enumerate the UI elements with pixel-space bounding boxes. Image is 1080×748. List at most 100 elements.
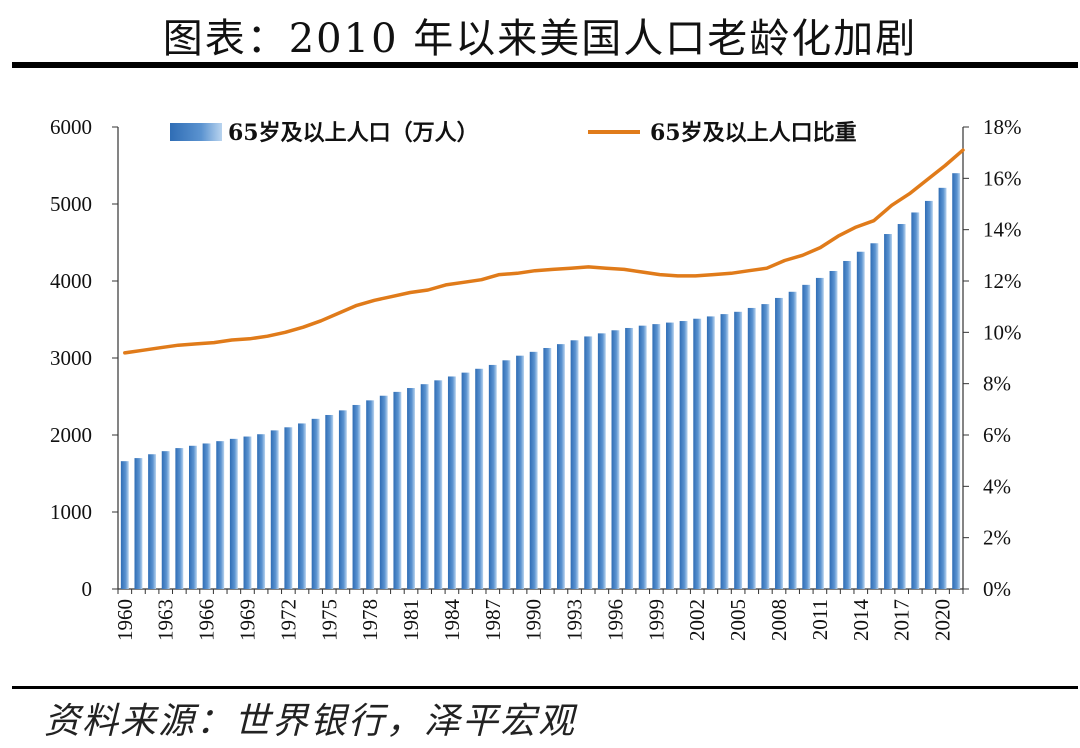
x-tick-label: 2017 — [890, 599, 914, 641]
y-right-tick-label: 0% — [983, 577, 1011, 601]
bar-2014 — [856, 251, 865, 590]
bar-2021 — [952, 173, 961, 589]
bar-1983 — [434, 380, 443, 589]
x-tick-label: 1984 — [440, 599, 464, 642]
bar-2019 — [924, 200, 933, 590]
source-note: 资料来源：世界银行，泽平宏观 — [44, 701, 577, 742]
y-right-tick-label: 12% — [983, 269, 1022, 293]
bar-2009 — [788, 291, 797, 589]
y-left-tick-label: 3000 — [50, 346, 92, 370]
bar-1989 — [516, 355, 525, 589]
x-tick-label: 1999 — [644, 599, 668, 641]
bar-1986 — [475, 368, 484, 589]
bar-1962 — [148, 454, 157, 589]
bar-1978 — [366, 400, 375, 589]
x-tick-label: 2020 — [931, 599, 955, 641]
bar-1995 — [597, 333, 606, 589]
bar-2005 — [734, 311, 743, 589]
bar-2011 — [815, 277, 824, 589]
bar-2002 — [693, 318, 702, 589]
bar-1974 — [311, 418, 320, 589]
y-right-tick-label: 18% — [983, 115, 1022, 139]
bar-2004 — [720, 314, 729, 589]
y-left-tick-label: 1000 — [50, 500, 92, 524]
bar-1982 — [420, 384, 429, 589]
bar-1961 — [134, 458, 143, 589]
y-left-tick-label: 5000 — [50, 192, 92, 216]
x-tick-label: 2008 — [767, 599, 791, 641]
bar-1969 — [243, 436, 252, 589]
y-right-tick-label: 10% — [983, 320, 1022, 344]
bar-1976 — [338, 410, 347, 589]
x-tick-label: 2005 — [726, 599, 750, 641]
x-tick-label: 1981 — [399, 599, 423, 641]
bar-1979 — [379, 395, 388, 589]
bar-1968 — [229, 438, 238, 589]
x-tick-label: 2011 — [808, 599, 832, 640]
bar-1980 — [393, 391, 402, 589]
legend-line-label: 65岁及以上人口比重 — [650, 120, 857, 146]
x-tick-label: 1990 — [522, 599, 546, 641]
x-tick-label: 1966 — [195, 599, 219, 641]
bar-1975 — [325, 414, 334, 589]
bar-2017 — [897, 224, 906, 589]
chart-title: 图表：2010 年以来美国人口老龄化加剧 — [162, 16, 918, 62]
bar-1970 — [257, 434, 266, 589]
bar-2016 — [884, 234, 892, 589]
bar-2007 — [761, 304, 770, 589]
y-left-tick-label: 4000 — [50, 269, 92, 293]
x-tick-label: 1987 — [481, 599, 505, 641]
bar-1993 — [570, 340, 579, 589]
bar-1964 — [175, 448, 184, 589]
x-tick-label: 1975 — [317, 599, 341, 641]
x-tick-label: 1978 — [358, 599, 382, 641]
bar-1996 — [611, 330, 620, 589]
bar-2015 — [870, 243, 879, 589]
bar-2012 — [829, 270, 838, 589]
y-right-tick-label: 2% — [983, 526, 1011, 550]
source-rule — [12, 686, 1078, 689]
bar-1987 — [488, 364, 497, 589]
y-left-tick-label: 0 — [82, 577, 93, 601]
bar-1991 — [543, 347, 552, 589]
legend-bar-swatch — [170, 123, 222, 141]
y-right-tick-label: 14% — [983, 218, 1022, 242]
bar-1990 — [529, 351, 538, 589]
bar-1981 — [407, 388, 415, 589]
y-right-tick-label: 6% — [983, 423, 1011, 447]
bar-1963 — [161, 451, 170, 589]
x-tick-label: 1969 — [235, 599, 259, 641]
bar-1960 — [120, 461, 129, 589]
bar-2020 — [938, 187, 947, 589]
bar-1988 — [502, 360, 511, 589]
bar-1971 — [270, 430, 279, 589]
x-tick-label: 1996 — [603, 599, 627, 641]
x-tick-label: 1972 — [276, 599, 300, 641]
x-tick-label: 2014 — [849, 599, 873, 642]
bar-1992 — [556, 344, 565, 589]
bar-2018 — [911, 212, 920, 589]
legend-bar-label: 65岁及以上人口（万人） — [228, 120, 479, 146]
share-line — [123, 148, 965, 355]
y-left-tick-label: 2000 — [50, 423, 92, 447]
bar-1973 — [298, 423, 306, 589]
bar-1984 — [447, 376, 456, 589]
bar-2000 — [666, 322, 674, 589]
bar-2001 — [679, 321, 688, 589]
bar-1972 — [284, 427, 293, 589]
x-tick-label: 1960 — [113, 599, 137, 641]
title-rule — [12, 62, 1078, 68]
x-tick-label: 2002 — [685, 599, 709, 641]
y-right-tick-label: 8% — [983, 372, 1011, 396]
bar-1977 — [352, 404, 361, 589]
x-tick-label: 1963 — [154, 599, 178, 641]
bar-2006 — [747, 307, 756, 589]
bar-1997 — [625, 327, 634, 589]
bar-1999 — [652, 324, 661, 589]
x-tick-label: 1993 — [563, 599, 587, 641]
bar-1967 — [216, 441, 225, 589]
bar-2008 — [775, 297, 783, 589]
legend: 65岁及以上人口（万人） 65岁及以上人口比重 — [170, 120, 857, 146]
bar-1994 — [584, 336, 593, 589]
